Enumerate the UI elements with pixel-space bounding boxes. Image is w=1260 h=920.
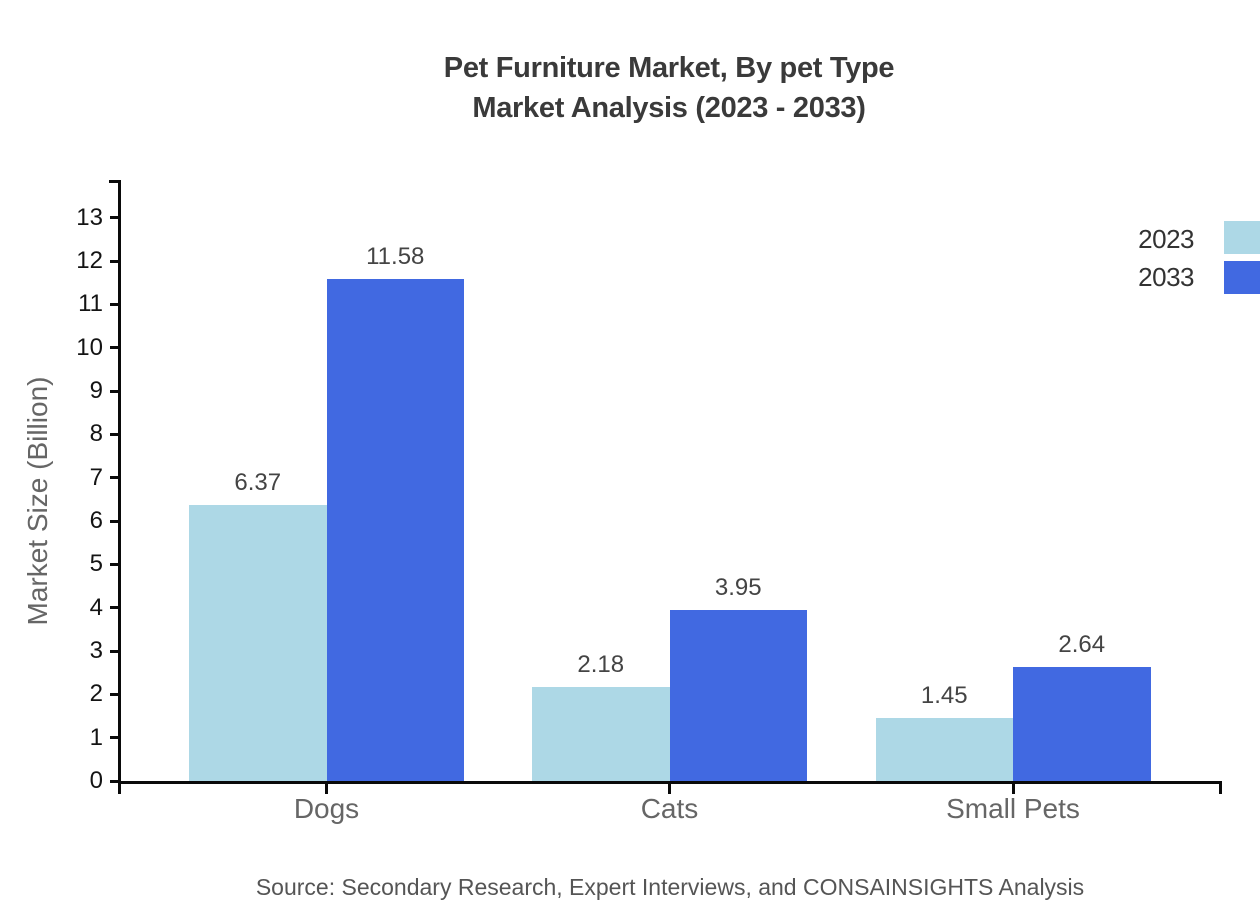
y-tick-label: 2	[89, 680, 103, 708]
x-tick-dogs	[325, 784, 328, 794]
legend-label-2033: 2033	[1138, 262, 1194, 292]
y-tick	[110, 476, 120, 480]
bar-2033-cats	[669, 609, 807, 781]
y-tick-label: 12	[76, 247, 103, 275]
legend-swatch-2023	[1224, 221, 1260, 254]
y-tick	[110, 606, 120, 610]
y-tick-label: 7	[89, 463, 103, 491]
x-axis-left-cap	[118, 781, 121, 794]
bar-2033-small-pets	[1013, 666, 1151, 781]
y-tick	[110, 692, 120, 696]
value-label-2033-dogs: 11.58	[366, 243, 425, 271]
x-tick-small-pets	[1011, 784, 1015, 794]
y-axis-top-cap	[109, 180, 121, 183]
value-label-2033-cats: 3.95	[714, 573, 762, 601]
chart-title-line1: Pet Furniture Market, By pet Type	[443, 52, 895, 84]
y-tick-label: 4	[89, 593, 103, 621]
y-tick-label: 1	[89, 723, 103, 751]
category-label-cats: Cats	[640, 793, 699, 824]
chart-title: Pet Furniture Market, By pet Type Market…	[78, 48, 1260, 128]
y-tick-label: 10	[76, 333, 103, 361]
bar-2023-cats	[532, 686, 670, 781]
y-tick-label: 13	[76, 203, 103, 231]
y-tick	[110, 649, 120, 653]
y-tick	[110, 216, 120, 220]
category-label-dogs: Dogs	[293, 793, 360, 824]
category-label-small-pets: Small Pets	[946, 793, 1080, 824]
y-tick-label: 11	[78, 290, 103, 318]
bar-2023-small-pets	[875, 718, 1013, 781]
y-tick	[110, 302, 120, 306]
x-axis-right-cap	[1219, 781, 1222, 794]
legend-swatch-2033	[1224, 261, 1260, 294]
y-tick	[110, 736, 120, 740]
chart-title-line2: Market Analysis (2023 - 2033)	[472, 92, 866, 124]
y-tick-label: 3	[89, 637, 103, 664]
legend-label-2023: 2023	[1138, 224, 1194, 254]
y-tick	[110, 389, 120, 393]
y-tick-label: 5	[89, 550, 103, 578]
bar-2033-dogs	[326, 279, 464, 781]
y-tick-label: 9	[89, 377, 103, 405]
bar-2023-dogs	[189, 504, 327, 781]
value-label-2023-dogs: 6.37	[234, 468, 282, 496]
y-axis-line	[118, 180, 121, 784]
value-label-2023-small-pets: 1.45	[920, 682, 968, 710]
y-tick	[110, 259, 120, 263]
x-axis-line	[118, 781, 1222, 784]
y-tick-label: 0	[89, 767, 103, 794]
y-tick	[110, 346, 120, 350]
x-tick-cats	[668, 784, 671, 794]
source-note: Source: Secondary Research, Expert Inter…	[255, 874, 1085, 900]
y-tick-label: 8	[89, 420, 103, 448]
y-tick	[110, 779, 120, 783]
y-tick-label: 6	[89, 507, 103, 535]
value-label-2033-small-pets: 2.64	[1058, 630, 1106, 658]
value-label-2023-cats: 2.18	[577, 650, 625, 678]
y-tick	[110, 432, 120, 436]
y-tick	[110, 519, 120, 523]
y-tick	[110, 562, 120, 566]
